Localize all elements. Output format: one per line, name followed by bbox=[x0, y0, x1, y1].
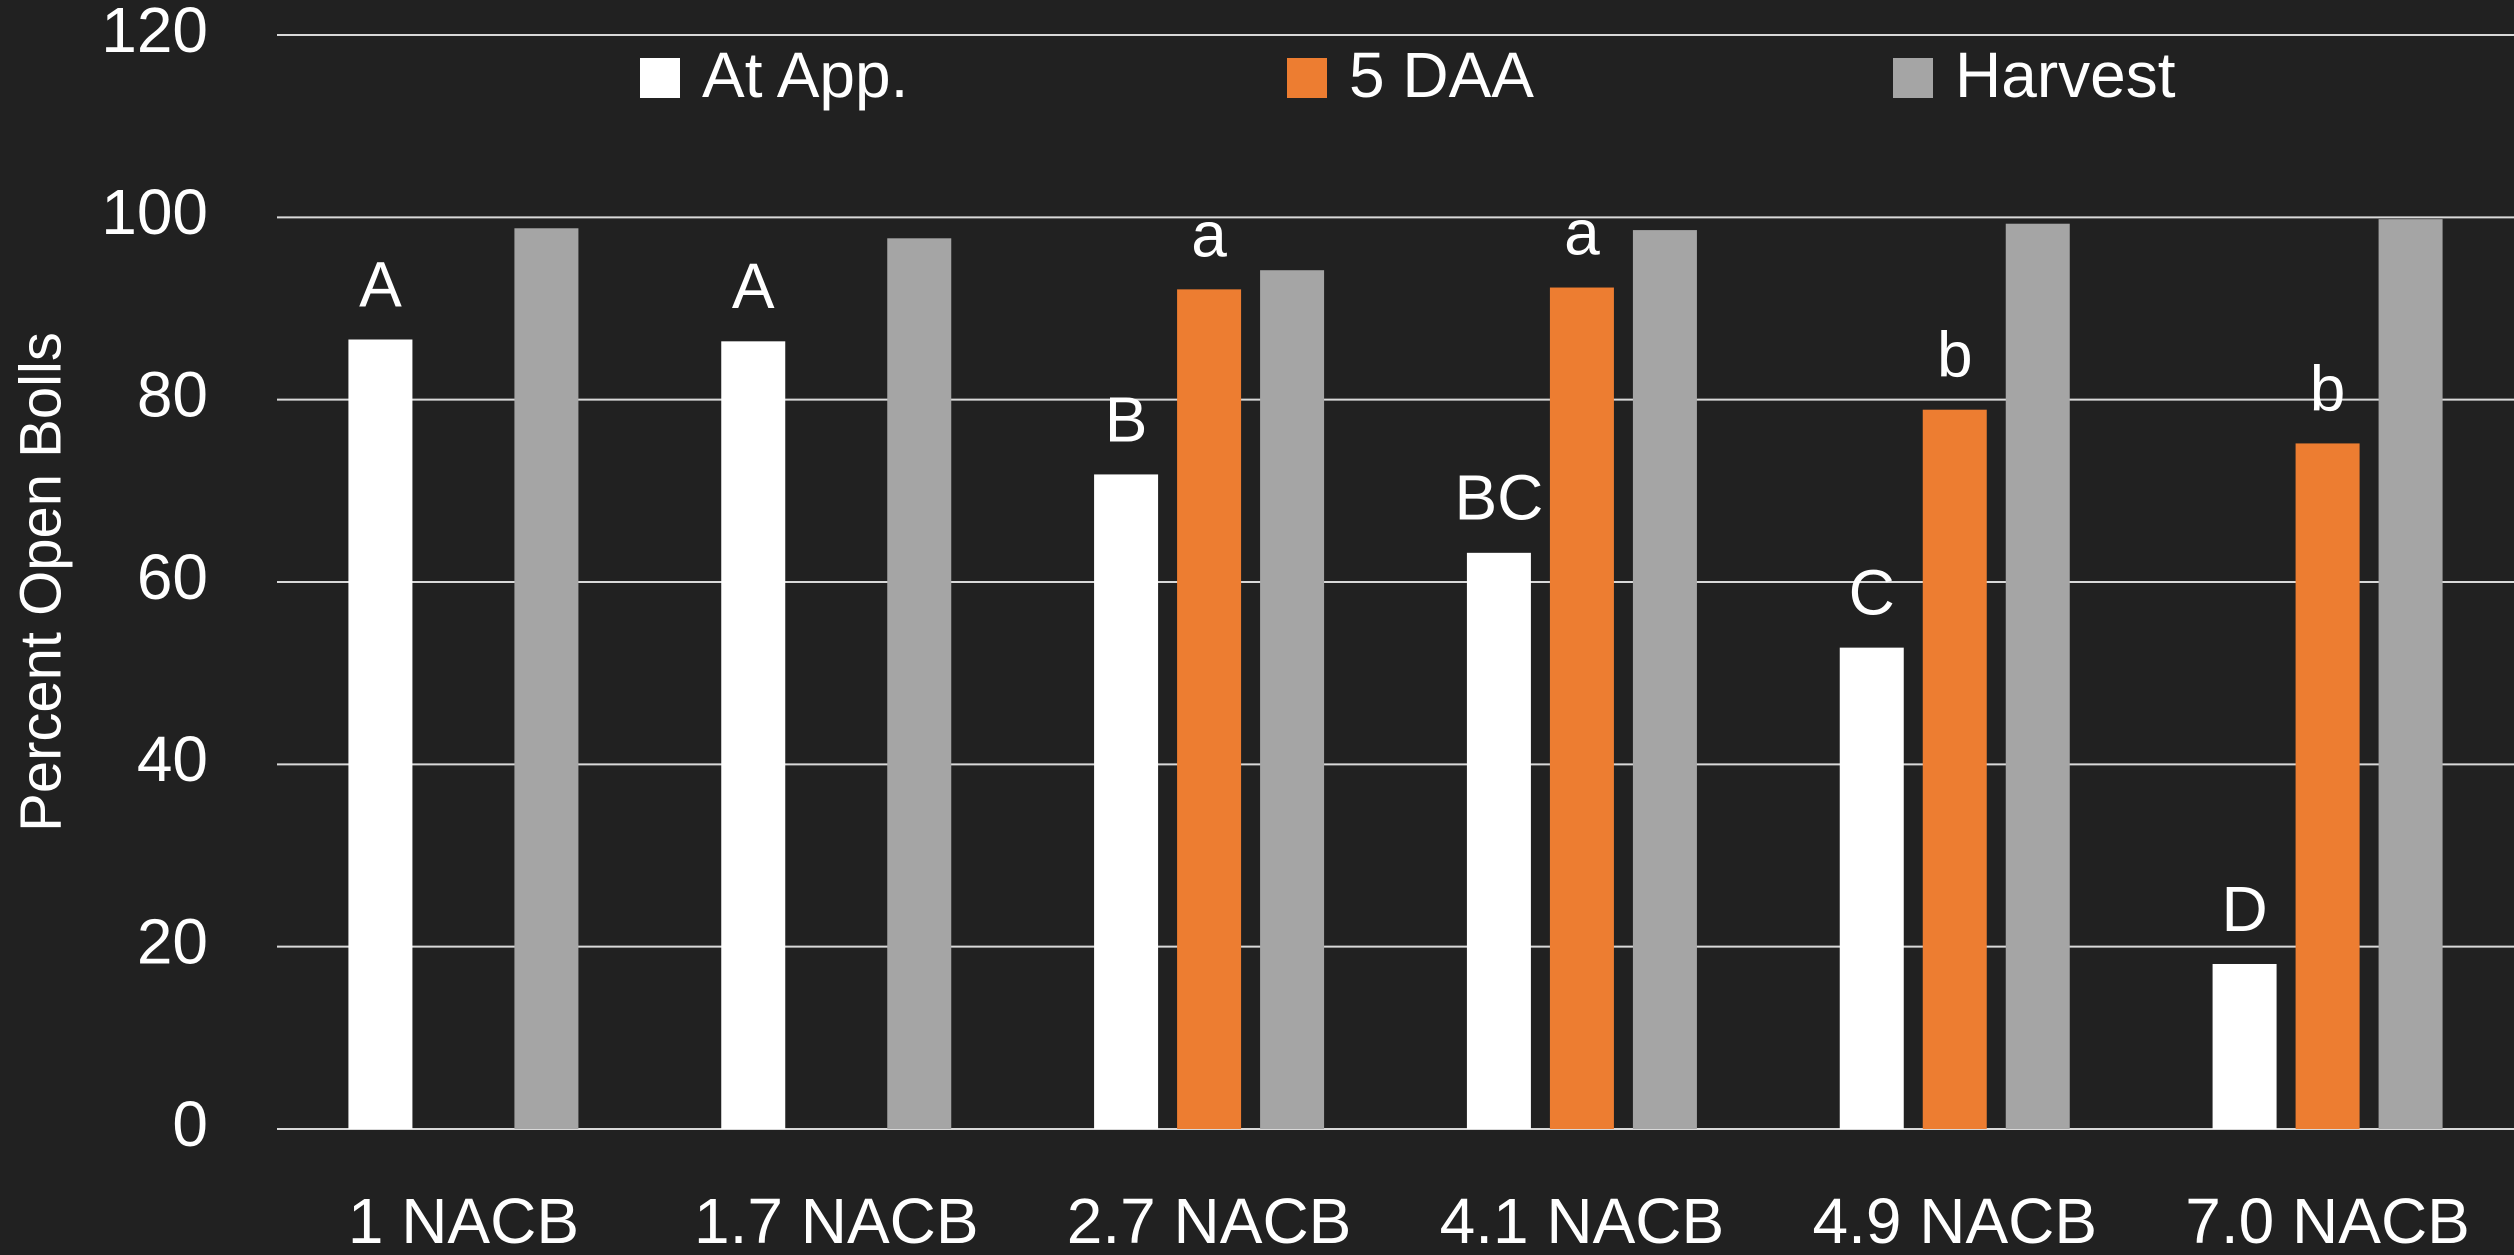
legend-label: Harvest bbox=[1955, 39, 2176, 111]
x-tick-label: 1.7 NACB bbox=[694, 1185, 979, 1255]
y-axis-title: Percent Open Bolls bbox=[8, 332, 73, 832]
x-tick-label: 7.0 NACB bbox=[2185, 1185, 2470, 1255]
bar bbox=[1094, 474, 1159, 1129]
y-tick-label: 40 bbox=[137, 723, 208, 795]
significance-letter: D bbox=[2221, 873, 2267, 945]
y-tick-label: 100 bbox=[101, 176, 208, 248]
y-tick-label: 80 bbox=[137, 359, 208, 431]
legend-swatch bbox=[640, 58, 680, 98]
significance-letter: BC bbox=[1454, 462, 1543, 534]
bar bbox=[1922, 409, 1987, 1129]
significance-letter: a bbox=[1564, 196, 1600, 268]
bar bbox=[887, 238, 952, 1130]
significance-letter: A bbox=[732, 250, 775, 322]
bar bbox=[2295, 443, 2360, 1130]
bar bbox=[2005, 223, 2070, 1130]
y-tick-label: 60 bbox=[137, 541, 208, 613]
significance-letter: C bbox=[1849, 557, 1895, 629]
legend-label: At App. bbox=[702, 39, 908, 111]
legend-label: 5 DAA bbox=[1349, 39, 1534, 111]
significance-letter: a bbox=[1191, 198, 1227, 270]
bar bbox=[1466, 552, 1531, 1129]
bar bbox=[1839, 647, 1904, 1129]
bar bbox=[1549, 287, 1614, 1129]
legend-swatch bbox=[1287, 58, 1327, 98]
y-tick-label: 20 bbox=[137, 906, 208, 978]
legend-swatch bbox=[1893, 58, 1933, 98]
bar bbox=[2212, 963, 2277, 1129]
bar bbox=[1632, 230, 1697, 1129]
significance-letter: A bbox=[359, 248, 402, 320]
bar bbox=[1260, 270, 1325, 1130]
x-tick-label: 2.7 NACB bbox=[1067, 1185, 1352, 1255]
significance-letter: b bbox=[1937, 319, 1973, 391]
bar bbox=[348, 339, 413, 1129]
x-tick-label: 4.9 NACB bbox=[1812, 1185, 2097, 1255]
x-tick-label: 1 NACB bbox=[348, 1185, 579, 1255]
x-tick-label: 4.1 NACB bbox=[1440, 1185, 1725, 1255]
bar bbox=[721, 341, 786, 1129]
significance-letter: b bbox=[2310, 352, 2346, 424]
significance-letter: B bbox=[1105, 383, 1148, 455]
y-tick-label: 0 bbox=[172, 1088, 208, 1160]
bar bbox=[2378, 219, 2443, 1129]
y-tick-label: 120 bbox=[101, 0, 208, 66]
bar bbox=[514, 228, 579, 1130]
bar bbox=[1177, 289, 1242, 1130]
